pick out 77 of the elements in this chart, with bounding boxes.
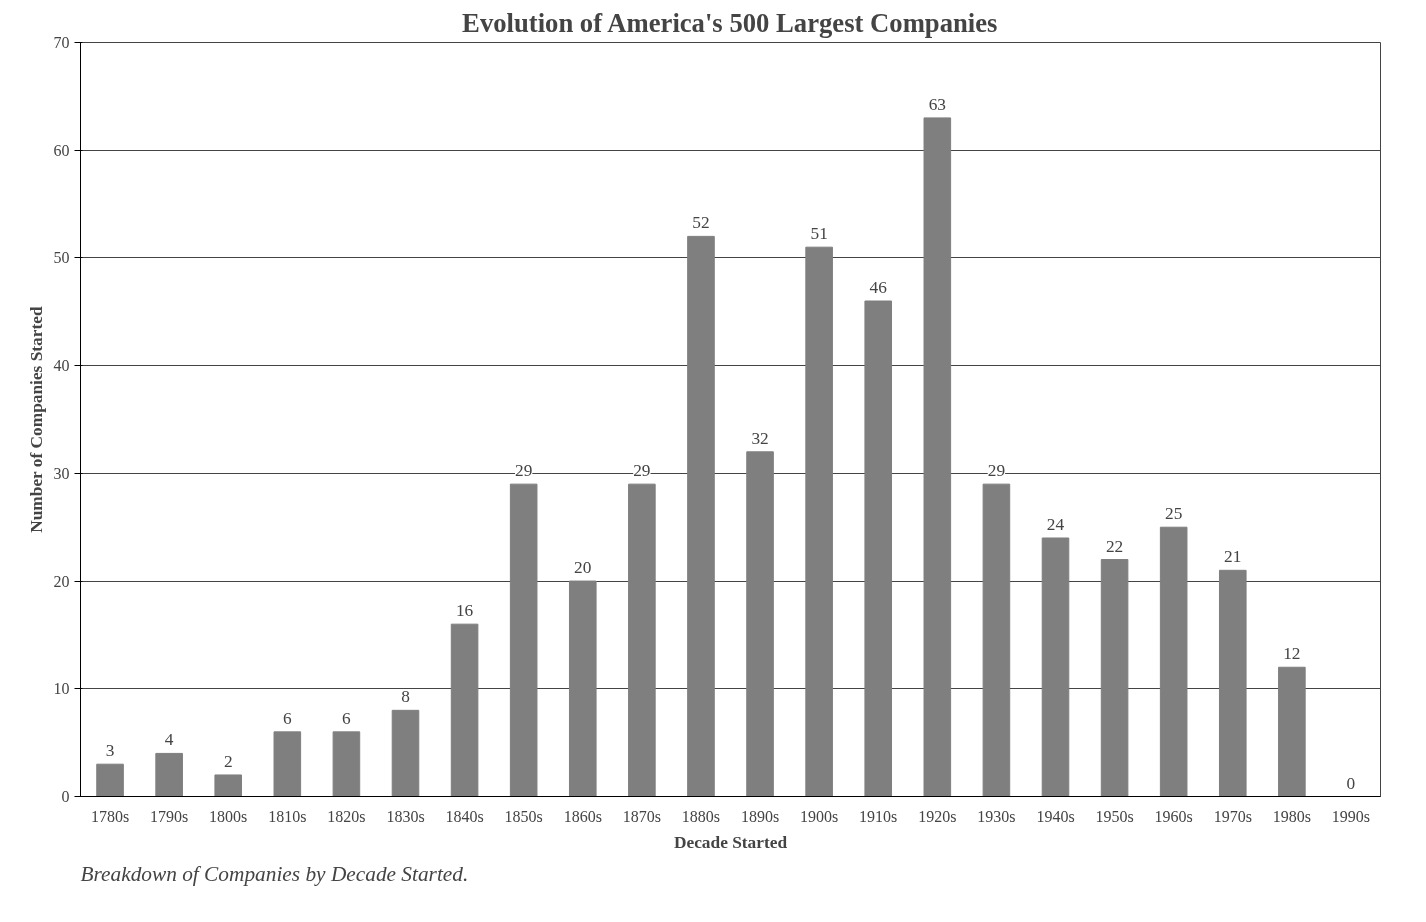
y-tick-label: 0	[61, 788, 70, 805]
data-label: 22	[1105, 536, 1124, 556]
x-tick-label: 1850s	[504, 807, 543, 825]
x-tick-label: 1960s	[1154, 807, 1193, 825]
bar	[391, 709, 420, 797]
y-tick-label: 70	[53, 34, 70, 51]
bar	[273, 731, 302, 797]
data-label: 29	[633, 461, 651, 481]
bar	[687, 235, 715, 797]
x-tick-label: 1840s	[445, 807, 484, 825]
data-label: 4	[164, 730, 174, 750]
text: Breakdown of Companies by Decade Started.	[80, 861, 469, 886]
data-label: 46	[869, 278, 888, 298]
y-axis-title: Number of Companies Started	[26, 306, 46, 533]
bar	[746, 451, 774, 797]
data-label: 29	[515, 461, 533, 481]
bar	[923, 117, 952, 797]
y-tick-label: 60	[53, 141, 70, 159]
data-label: 51	[810, 224, 828, 244]
x-tick-label: 1950s	[1095, 807, 1134, 825]
bar	[450, 623, 479, 797]
bar	[864, 300, 893, 797]
x-tick-label: 1940s	[1036, 807, 1075, 825]
x-tick-label: 1870s	[622, 807, 661, 825]
data-label: 29	[987, 461, 1006, 481]
data-label: 12	[1283, 644, 1301, 664]
data-label: 8	[401, 687, 410, 707]
x-tick-label: 1820s	[327, 807, 366, 825]
x-tick-label: 1860s	[563, 807, 602, 825]
x-tick-label: 1830s	[386, 807, 425, 825]
data-label: 6	[342, 708, 352, 728]
data-label: 20	[574, 558, 592, 578]
bar	[568, 580, 597, 797]
x-tick-label: 1980s	[1272, 807, 1311, 825]
y-tick-label: 40	[53, 357, 70, 375]
bar	[628, 483, 656, 797]
data-label: 0	[1346, 773, 1356, 793]
bar	[1159, 526, 1188, 797]
x-tick-label: 1800s	[209, 807, 248, 825]
bar	[155, 752, 183, 797]
data-label: 2	[223, 751, 233, 771]
x-tick-label: 1810s	[268, 807, 307, 825]
x-tick-label: 1780s	[90, 807, 130, 825]
bar	[214, 774, 243, 797]
x-tick-label: 1890s	[740, 807, 780, 825]
data-label: 3	[105, 741, 115, 761]
y-tick-label: 20	[53, 572, 70, 590]
bar	[96, 763, 124, 797]
bar	[982, 483, 1011, 797]
x-tick-label: 1910s	[859, 807, 898, 825]
y-tick-label: 30	[53, 464, 70, 482]
x-tick-label: 1900s	[800, 807, 839, 825]
bar	[805, 246, 833, 797]
bar	[1218, 569, 1247, 797]
data-label: 24	[1046, 514, 1065, 534]
data-label: 21	[1224, 547, 1242, 567]
x-tick-label: 1970s	[1213, 807, 1252, 825]
x-tick-label: 1930s	[977, 807, 1016, 825]
bar	[1278, 666, 1306, 797]
x-tick-label: 1990s	[1331, 807, 1371, 825]
y-tick-label: 10	[53, 680, 70, 698]
data-label: 52	[692, 213, 710, 233]
bar	[509, 483, 538, 797]
chart-title: Evolution of America's 500 Largest Companies	[462, 7, 998, 38]
bar	[1041, 537, 1070, 797]
x-axis-title: Decade Started	[673, 832, 788, 852]
data-label: 6	[282, 708, 292, 728]
data-label: 25	[1165, 504, 1183, 524]
x-tick-label: 1920s	[918, 807, 957, 825]
x-tick-label: 1880s	[681, 807, 721, 825]
bar	[332, 731, 361, 797]
data-label: 63	[928, 94, 946, 114]
x-tick-label: 1790s	[150, 807, 189, 825]
bar	[1100, 559, 1129, 797]
data-label: 32	[751, 428, 769, 448]
y-tick-label: 50	[53, 249, 70, 267]
data-label: 16	[455, 601, 474, 621]
